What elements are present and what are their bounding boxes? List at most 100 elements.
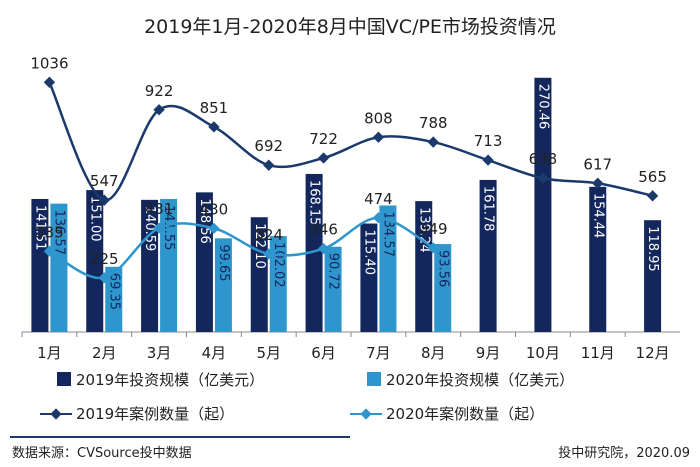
count-label-2019-12: 565: [638, 168, 667, 186]
bar-2020-6: [324, 246, 342, 332]
bar-label-2019-12: 118.95: [645, 226, 660, 272]
bar-2019-7: [360, 223, 378, 332]
bars-layer: 141.51 151.00 140.59 148.56122.10168.15115.…: [31, 77, 662, 332]
legend-marker-2020: [360, 408, 372, 420]
count-label-2020-3: 431: [145, 200, 174, 218]
bar-2020-3: [160, 198, 178, 332]
bar-2020-4: [214, 238, 232, 332]
count-label-2019-4: 851: [200, 99, 229, 117]
point-2019-1: [43, 76, 56, 88]
count-label-2020-4: 430: [200, 200, 229, 218]
legend-2020-bar: 2020年投资规模（亿美元）: [386, 371, 574, 389]
point-2019-9: [482, 154, 494, 166]
bar-2020-8: [434, 244, 452, 332]
point-2019-6: [317, 152, 330, 164]
x-tick-10: 10月: [526, 344, 560, 362]
bar-label-2019-6: 168.15: [307, 180, 322, 226]
point-2019-8: [427, 136, 439, 148]
bar-label-2020-1: 136.57: [51, 210, 66, 256]
bar-label-2019-11: 154.44: [590, 193, 605, 239]
bar-2019-5: [250, 217, 268, 332]
point-2020-4: [208, 222, 220, 235]
bar-2019-2: [86, 190, 104, 332]
count-label-2019-8: 788: [419, 114, 448, 132]
point-2019-4: [208, 121, 220, 133]
bar-2019-9: [479, 179, 497, 332]
bar-label-2019-10: 270.46: [535, 84, 550, 130]
count-label-2020-5: 324: [254, 226, 283, 244]
bar-2019-6: [305, 173, 323, 332]
point-2020-6: [317, 242, 330, 255]
count-label-2019-10: 638: [529, 150, 558, 168]
legend-swatch-2020-bar: [367, 372, 381, 386]
bar-2019-3: [141, 199, 159, 332]
line-2019: [48, 81, 653, 202]
bar-label-2020-4: 99.65: [216, 244, 231, 281]
point-2020-5: [263, 248, 275, 260]
x-tick-2: 2月: [92, 344, 117, 362]
legend: 2019年投资规模（亿美元） 2020年投资规模（亿美元） 2019年案例数量（…: [40, 371, 574, 423]
count-label-2019-7: 808: [364, 109, 393, 127]
x-tick-5: 5月: [256, 344, 281, 362]
bar-label-2019-9: 161.78: [481, 186, 496, 232]
bar-2019-11: [589, 186, 607, 332]
count-label-2019-6: 722: [309, 130, 338, 148]
x-tick-7: 7月: [366, 344, 391, 362]
count-label-2020-2: 225: [90, 250, 119, 268]
bar-2019-12: [644, 220, 662, 332]
x-tick-1: 1月: [37, 344, 62, 362]
point-2019-12: [646, 190, 659, 202]
bar-2020-2: [105, 266, 123, 332]
bar-label-2020-2: 69.35: [106, 273, 121, 310]
point-2020-7: [372, 212, 385, 224]
bar-label-2020-6: 90.72: [326, 253, 341, 290]
count-label-2020-8: 349: [419, 220, 448, 238]
count-label-2019-2: 547: [90, 172, 119, 190]
bar-2020-7: [379, 205, 397, 332]
x-tick-3: 3月: [147, 344, 172, 362]
point-2020-8: [427, 242, 439, 254]
x-tick-8: 8月: [421, 344, 446, 362]
count-label-2020-6: 346: [309, 221, 338, 239]
point-2019-10: [537, 172, 549, 184]
chart-title: 2019年1月-2020年8月中国VC/PE市场投资情况: [144, 16, 556, 38]
footer-source: 数据来源：CVSource投中数据: [12, 445, 192, 461]
count-label-2020-1: 335: [35, 223, 64, 241]
point-2019-7: [372, 131, 385, 143]
bar-label-2019-7: 115.40: [361, 230, 376, 275]
lines-layer: 1036 547 922 851 692 722 808 788 713 638 617 565 335…: [30, 54, 667, 284]
x-tick-9: 9月: [476, 344, 501, 362]
bar-label-2020-7: 134.57: [380, 212, 395, 258]
legend-2020-line: 2020年案例数量（起）: [386, 405, 544, 423]
bar-label-2019-1: 141.51: [32, 205, 47, 251]
bar-2020-1: [50, 203, 68, 332]
count-label-2019-1: 1036: [30, 54, 68, 72]
x-tick-6: 6月: [311, 344, 336, 362]
bar-label-2019-8: 139.24: [416, 207, 431, 253]
point-2020-3: [153, 222, 165, 234]
bar-label-2019-4: 148.56: [197, 198, 212, 244]
legend-2019-line: 2019年案例数量（起）: [76, 405, 234, 423]
bar-2020-5: [269, 236, 287, 332]
x-tick-11: 11月: [581, 344, 615, 362]
bar-label-2019-2: 151.00: [87, 196, 102, 242]
legend-marker-2019: [50, 408, 62, 420]
count-label-2020-7: 474: [364, 190, 393, 208]
legend-swatch-2019-bar: [57, 372, 71, 386]
bar-label-2020-3: 141.55: [161, 205, 176, 251]
count-label-2019-5: 692: [254, 137, 283, 155]
count-label-2019-9: 713: [474, 132, 503, 150]
x-tick-4: 4月: [202, 344, 227, 362]
x-tick-12: 12月: [636, 344, 670, 362]
bar-2019-10: [534, 77, 552, 332]
bar-label-2020-8: 93.56: [435, 250, 450, 287]
x-tick-layer: 1月 2月 3月 4月 5月 6月 7月 8月 9月 10月 11月 12月: [21, 332, 670, 362]
bar-label-2020-5: 102.02: [271, 242, 286, 288]
footer-org-date: 投中研究院，2020.09: [558, 445, 690, 461]
bar-2019-1: [31, 198, 49, 332]
bar-label-2019-5: 122.10: [252, 223, 267, 269]
count-label-2019-11: 617: [583, 155, 612, 173]
count-label-2019-3: 922: [145, 82, 174, 100]
point-2019-11: [592, 177, 604, 189]
